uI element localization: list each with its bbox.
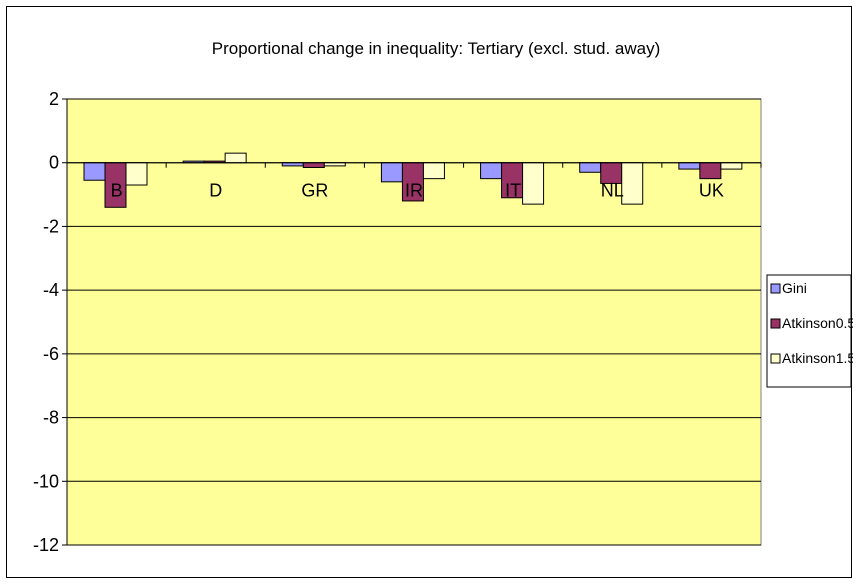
bar-atkinson1-5-b (125, 162, 148, 186)
bar-atkinson1-5-it (522, 162, 545, 205)
legend-label: Gini (782, 280, 807, 296)
y-tick-label: -8 (43, 408, 59, 428)
legend-swatch (770, 283, 781, 294)
legend-swatch (770, 353, 781, 364)
chart-svg: Proportional change in inequality: Terti… (33, 39, 853, 555)
bar-gini-ir (380, 162, 403, 183)
legend-box (766, 274, 852, 388)
y-tick-label: -12 (33, 535, 59, 555)
y-tick-label: 2 (49, 89, 59, 109)
y-tick-label: -2 (43, 216, 59, 236)
bar-gini-it (480, 162, 503, 180)
y-tick-label: -6 (43, 344, 59, 364)
x-category-label: UK (699, 181, 724, 201)
x-category-label: IR (405, 181, 423, 201)
x-category-label: NL (601, 181, 624, 201)
bar-atkinson0-5-uk (699, 162, 722, 180)
chart-title: Proportional change in inequality: Terti… (212, 39, 661, 58)
bar-atkinson1-5-nl (621, 162, 644, 205)
x-category-label: B (111, 181, 123, 201)
legend-label: Atkinson0.5 (782, 315, 853, 331)
y-tick-label: -10 (33, 471, 59, 491)
x-category-label: D (209, 181, 222, 201)
chart-frame: Proportional change in inequality: Terti… (6, 6, 853, 578)
legend: Gini Atkinson0.5 Atkinson1.5 (766, 274, 853, 388)
y-tick-label: -4 (43, 280, 59, 300)
bar-gini-uk (678, 162, 701, 170)
bar-atkinson0-5-gr (302, 162, 325, 168)
bar-atkinson1-5-ir (422, 162, 445, 180)
legend-swatch (770, 318, 781, 329)
legend-label: Atkinson1.5 (782, 350, 853, 366)
plot-area: 2 0 -2 -4 -6 -8 -10 -12 B D GR IR IT NL UK (33, 89, 762, 555)
bar-gini-b (83, 162, 106, 181)
bar-gini-nl (579, 162, 602, 173)
bar-atkinson1-5-uk (720, 162, 743, 170)
x-category-label: IT (505, 181, 521, 201)
bar-atkinson1-5-d (224, 152, 247, 164)
y-tick-label: 0 (49, 153, 59, 173)
x-category-label: GR (301, 181, 328, 201)
